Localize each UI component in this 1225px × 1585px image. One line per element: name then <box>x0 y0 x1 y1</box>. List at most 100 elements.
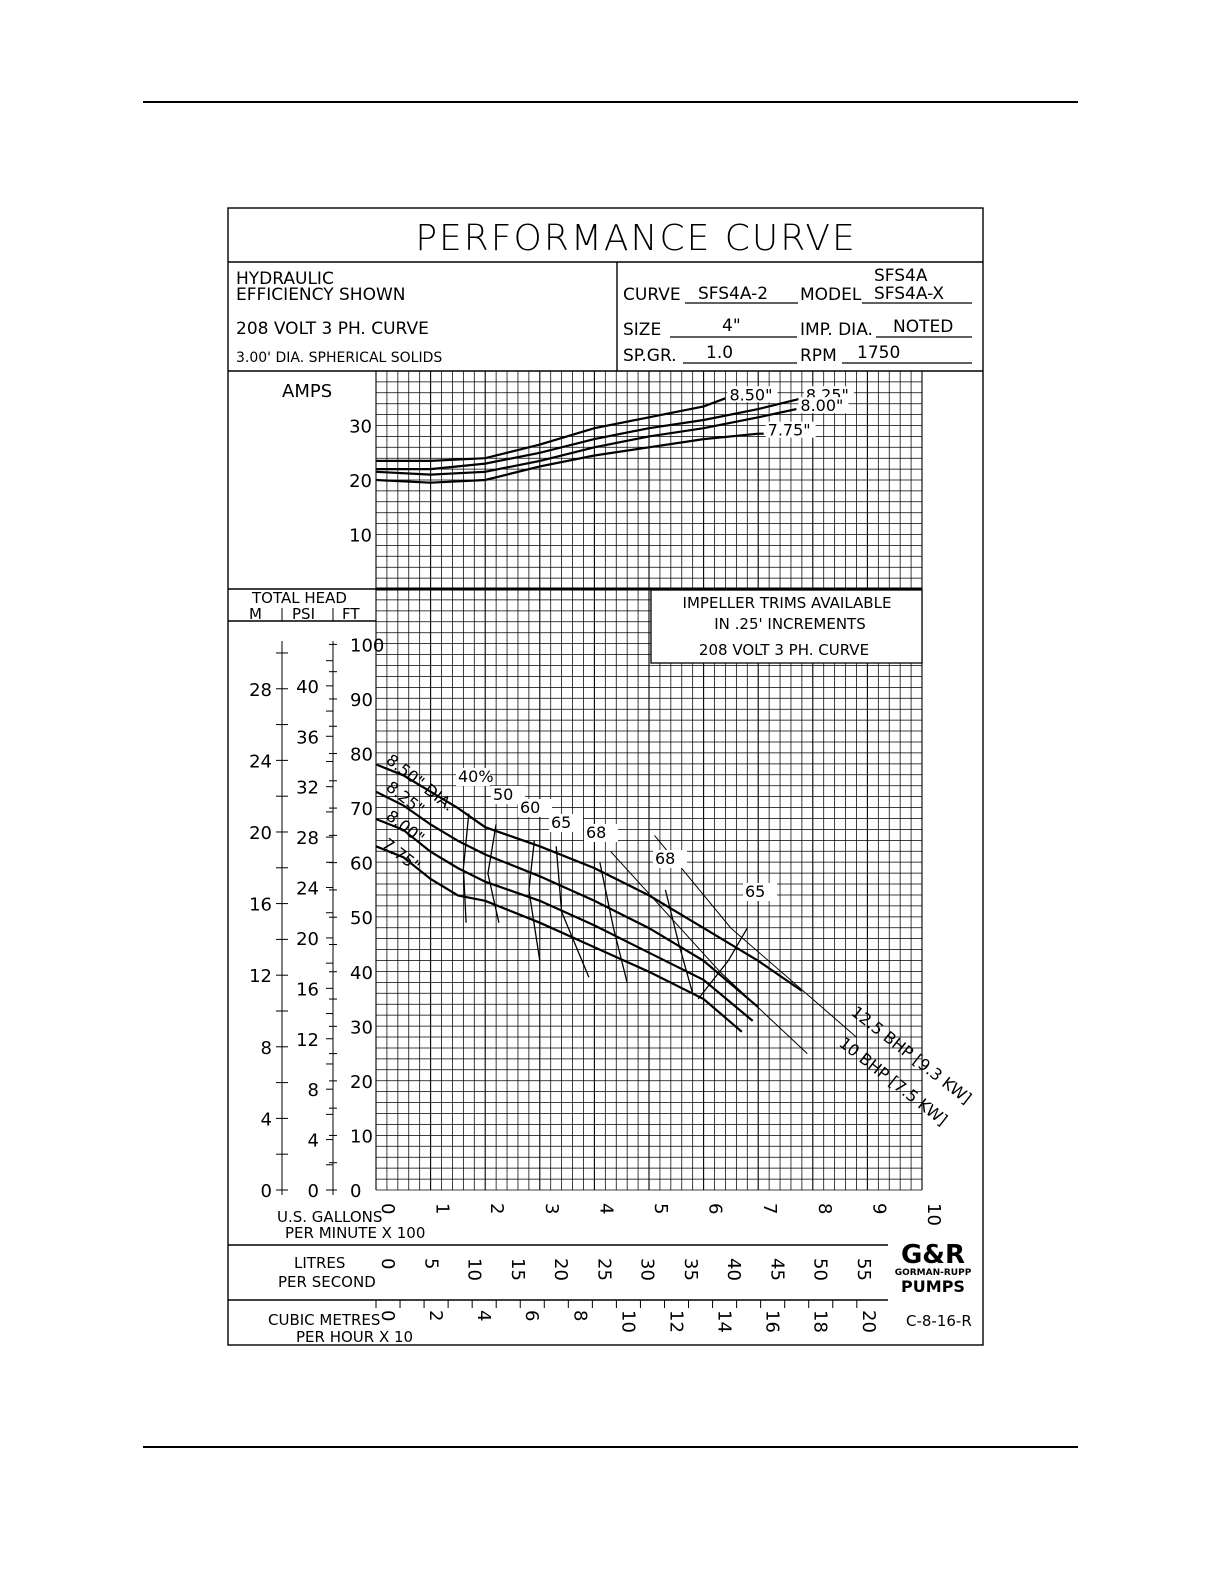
efficiency-label-bg <box>653 850 687 868</box>
m-tick-label: 0 <box>261 1181 272 1202</box>
amps-curve-label-bg <box>765 421 816 438</box>
note-line2: IN .25' INCREMENTS <box>714 615 866 633</box>
ft-tick-label: 80 <box>350 745 373 766</box>
efficiency-label-bg <box>549 814 583 832</box>
efficiency-curve-label: 65 <box>745 882 765 901</box>
efficiency-curve <box>487 824 500 923</box>
ft-tick-label: 90 <box>350 690 373 711</box>
logo-mark: G&R <box>901 1240 965 1270</box>
lps-tick-label: 30 <box>637 1258 658 1281</box>
m-tick-label: 12 <box>249 966 272 987</box>
amps-curve <box>376 397 726 462</box>
efficiency-label-bg <box>456 768 490 786</box>
efficiency-curve <box>697 927 748 1000</box>
amps-curve <box>375 408 797 476</box>
efficiency-curve-label: 60 <box>520 798 540 817</box>
head-curve <box>375 817 754 1022</box>
lps-label-2: PER SECOND <box>278 1273 376 1291</box>
amps-tick-label: 30 <box>349 417 372 438</box>
model-value-top: SFS4A <box>874 266 928 286</box>
cmh-label-2: PER HOUR X 10 <box>296 1328 413 1346</box>
size-value: 4" <box>722 316 741 336</box>
amps-curve-label: 7.75" <box>768 421 811 440</box>
logo-line2: PUMPS <box>901 1277 965 1296</box>
lps-tick-label: 5 <box>420 1258 441 1269</box>
cmh-label-1: CUBIC METRES <box>268 1311 380 1329</box>
efficiency-label-bg <box>584 824 618 842</box>
psi-tick-label: 16 <box>296 979 319 1000</box>
gpm-tick-label: 10 <box>923 1203 944 1226</box>
psi-tick-label: 24 <box>296 879 319 900</box>
cmh-tick-label: 18 <box>810 1310 831 1333</box>
ft-tick-label: 0 <box>350 1181 361 1202</box>
head-curve <box>375 845 743 1033</box>
logo-line1: GORMAN-RUPP <box>895 1268 972 1278</box>
lps-tick-label: 35 <box>680 1258 701 1281</box>
amps-curve-label-bg <box>798 397 849 414</box>
efficiency-curve-label: 40% <box>458 767 494 786</box>
gpm-label-1: U.S. GALLONS <box>277 1208 382 1226</box>
m-tick-label: 24 <box>249 751 272 772</box>
m-tick-label: 4 <box>261 1109 272 1130</box>
x-axes: 0 1 2 3 4 5 6 7 8 9 100 5 10 15 20 25 30 35 40 45 50 550 2 4 6 8 1… <box>375 1203 944 1333</box>
psi-tick-label: 8 <box>308 1080 319 1101</box>
gpm-tick-label: 8 <box>814 1203 835 1214</box>
head-col-psi: PSI <box>292 605 315 623</box>
lps-tick-label: 50 <box>810 1258 831 1281</box>
cmh-tick-label: 14 <box>714 1310 735 1333</box>
lps-label-1: LITRES <box>294 1254 345 1272</box>
cmh-tick-label: 10 <box>617 1310 638 1333</box>
lps-tick-label: 15 <box>507 1258 528 1281</box>
ft-tick-label: 50 <box>350 908 373 929</box>
total-head-label: TOTAL HEAD <box>251 589 347 607</box>
efficiency-curve <box>555 846 590 978</box>
imp-dia-label: IMP. DIA. <box>800 320 873 340</box>
impeller-note-box: IMPELLER TRIMS AVAILABLE IN .25' INCREME… <box>650 589 923 664</box>
efficiency-curve <box>528 840 541 961</box>
head-scales: 1009080706050403020100403632282420161284… <box>249 635 384 1202</box>
gpm-tick-label: 2 <box>486 1203 507 1214</box>
rpm-label: RPM <box>800 346 837 366</box>
model-value: SFS4A-X <box>874 284 944 304</box>
rpm-value: 1750 <box>857 343 900 363</box>
header-voltage: 208 VOLT 3 PH. CURVE <box>236 319 429 339</box>
gpm-tick-label: 3 <box>541 1203 562 1214</box>
curve-value: SFS4A-2 <box>698 284 768 304</box>
efficiency-curve-label: 68 <box>586 823 606 842</box>
cmh-tick-label: 8 <box>569 1310 590 1321</box>
cmh-tick-label: 4 <box>473 1310 494 1321</box>
ft-tick-label: 100 <box>350 635 384 656</box>
efficiency-curve-label: 50 <box>493 785 513 804</box>
efficiency-curve-label: 65 <box>551 813 571 832</box>
drawing-number: C-8-16-R <box>906 1312 972 1330</box>
spgr-label: SP.GR. <box>623 346 677 366</box>
psi-tick-label: 40 <box>296 677 319 698</box>
ft-tick-label: 20 <box>350 1072 373 1093</box>
cmh-tick-label: 12 <box>665 1310 686 1333</box>
m-tick-label: 16 <box>249 895 272 916</box>
psi-tick-label: 36 <box>296 727 319 748</box>
top-rule <box>143 101 1078 103</box>
head-col-ft: FT <box>342 605 360 623</box>
curve-label: CURVE <box>623 285 681 305</box>
lps-tick-label: 45 <box>766 1258 787 1281</box>
amps-tick-label: 10 <box>349 526 372 547</box>
cmh-tick-label: 2 <box>425 1310 446 1321</box>
m-tick-label: 8 <box>261 1038 272 1059</box>
psi-tick-label: 0 <box>308 1181 319 1202</box>
note-line3: 208 VOLT 3 PH. CURVE <box>699 641 869 659</box>
amps-grid <box>375 370 923 590</box>
gorman-rupp-logo: G&R GORMAN-RUPP PUMPS <box>895 1240 972 1296</box>
head-col-m: M <box>249 605 262 623</box>
gpm-tick-label: 6 <box>705 1203 726 1214</box>
amps-axis-label: AMPS <box>282 381 332 402</box>
amps-curve-label: 8.50" <box>729 385 772 404</box>
sheet-title: PERFORMANCE CURVE <box>415 218 856 259</box>
m-tick-label: 28 <box>249 680 272 701</box>
efficiency-curve <box>599 862 628 983</box>
model-label: MODEL <box>800 285 862 305</box>
imp-dia-value: NOTED <box>893 317 953 337</box>
amps-tick-labels: 30 20 10 <box>349 417 372 547</box>
amps-curve <box>376 397 803 471</box>
